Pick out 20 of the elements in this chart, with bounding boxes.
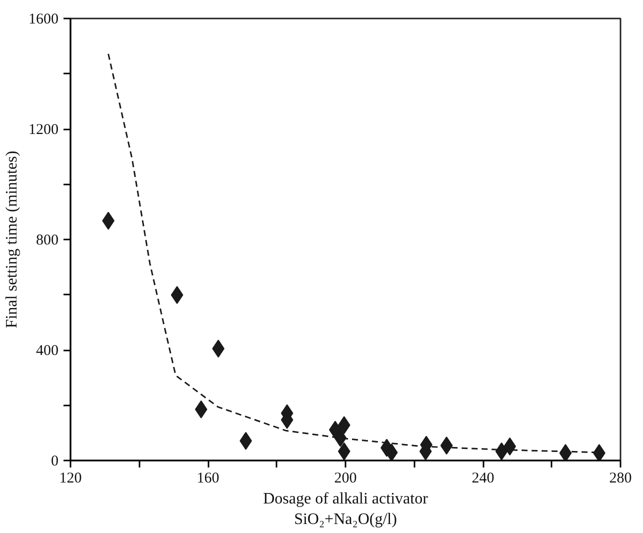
y-tick-label: 1600 — [28, 12, 58, 28]
y-tick-label: 400 — [36, 343, 58, 359]
point — [338, 442, 350, 460]
point — [170, 286, 184, 304]
x-tick-label: 160 — [196, 470, 220, 486]
x-tick-label: 240 — [472, 470, 494, 486]
point — [338, 416, 350, 434]
point — [559, 444, 572, 460]
point — [334, 428, 347, 447]
point — [593, 444, 606, 460]
y-tick-label: 1200 — [28, 122, 58, 138]
x-tick-label: 120 — [59, 470, 82, 486]
point — [440, 436, 453, 455]
x-tick-label: 200 — [334, 470, 357, 486]
x-tick-label: 280 — [609, 470, 632, 486]
y-axis-title: Final setting time (minutes) — [4, 150, 20, 328]
point — [194, 400, 208, 418]
y-tick-label: 800 — [36, 232, 58, 248]
y-tick-label: 0 — [51, 454, 58, 470]
x-axis-title: Dosage of alkali activator SiO₂+Na₂O(g/l) — [263, 490, 429, 528]
